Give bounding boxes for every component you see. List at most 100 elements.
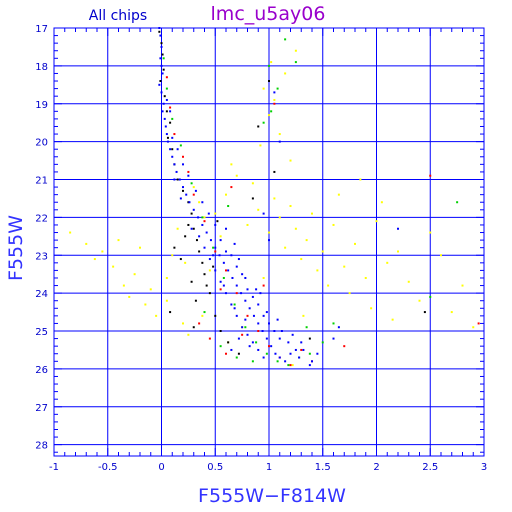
- data-point: [337, 326, 340, 329]
- data-point: [212, 246, 215, 249]
- data-point: [294, 348, 297, 351]
- data-point: [268, 239, 270, 242]
- data-point: [456, 201, 459, 204]
- data-point: [364, 276, 367, 279]
- data-point: [268, 231, 270, 234]
- data-point: [165, 76, 168, 79]
- x-tick-labels: -1 -0.5 0 0.5 1 1.5 2 2.5 3: [49, 462, 487, 473]
- data-point: [198, 322, 201, 325]
- data-point: [278, 356, 281, 359]
- data-point: [308, 337, 311, 340]
- data-point: [178, 178, 181, 181]
- data-point: [244, 318, 247, 321]
- data-point: [197, 216, 200, 219]
- data-point: [308, 352, 311, 355]
- data-point: [230, 163, 233, 166]
- data-point: [207, 212, 210, 215]
- data-point: [251, 182, 254, 185]
- y-tick-label: 18: [35, 62, 48, 73]
- data-point: [192, 227, 195, 230]
- data-point: [171, 148, 174, 151]
- data-point: [251, 341, 254, 344]
- data-point: [169, 148, 172, 151]
- data-point: [171, 254, 174, 257]
- data-point: [165, 299, 168, 302]
- data-point: [278, 337, 281, 340]
- data-point: [182, 322, 184, 325]
- x-tick-label: 1.5: [315, 462, 331, 473]
- data-point: [160, 42, 163, 45]
- data-point: [179, 197, 182, 200]
- data-point: [251, 197, 254, 200]
- data-point: [268, 322, 270, 325]
- data-point: [354, 242, 356, 245]
- data-point: [273, 330, 276, 333]
- data-point: [237, 352, 240, 355]
- data-point: [265, 311, 268, 314]
- data-point: [418, 299, 421, 302]
- data-point: [219, 239, 222, 242]
- data-point: [173, 163, 176, 166]
- data-point: [212, 265, 215, 268]
- data-point: [162, 68, 165, 71]
- data-point: [225, 352, 227, 355]
- data-point: [165, 276, 168, 279]
- data-point: [289, 364, 292, 367]
- data-point: [112, 265, 115, 268]
- data-point: [222, 261, 225, 264]
- data-point: [287, 364, 290, 367]
- data-point: [166, 140, 169, 143]
- data-point: [139, 246, 141, 249]
- data-point: [251, 360, 254, 363]
- data-point: [203, 246, 206, 249]
- data-point: [175, 170, 178, 173]
- data-point: [257, 125, 260, 128]
- data-point: [305, 326, 308, 329]
- data-point: [276, 318, 279, 321]
- x-tick-label: 1: [266, 462, 272, 473]
- data-point: [169, 106, 172, 109]
- data-point: [182, 186, 184, 189]
- data-point: [192, 208, 195, 211]
- data-point: [205, 231, 208, 234]
- data-point: [214, 250, 217, 253]
- data-point: [192, 186, 195, 189]
- data-point: [165, 98, 168, 101]
- data-point: [289, 352, 292, 355]
- data-point: [128, 295, 131, 298]
- x-tick-label: -0.5: [98, 462, 118, 473]
- data-point: [182, 163, 184, 166]
- data-point: [300, 258, 303, 261]
- data-point: [93, 258, 96, 261]
- data-point: [332, 322, 335, 325]
- data-point: [294, 227, 297, 230]
- data-point: [160, 64, 163, 67]
- data-point: [201, 261, 204, 264]
- data-point: [179, 144, 182, 147]
- data-point: [161, 53, 164, 56]
- data-point: [203, 273, 206, 276]
- data-point: [262, 284, 265, 287]
- data-point: [190, 182, 193, 185]
- data-point: [194, 189, 197, 192]
- data-point: [171, 155, 174, 158]
- data-point: [225, 193, 227, 196]
- data-point: [397, 227, 399, 230]
- data-point: [209, 239, 212, 242]
- data-point: [149, 288, 152, 291]
- data-point: [251, 295, 254, 298]
- data-point: [257, 330, 260, 333]
- data-point: [192, 193, 195, 196]
- data-point: [262, 212, 265, 215]
- data-point: [343, 265, 346, 268]
- data-point: [477, 322, 480, 325]
- data-point: [190, 280, 193, 283]
- data-point: [302, 314, 305, 317]
- y-tick-label: 28: [35, 441, 48, 452]
- data-point: [262, 121, 265, 124]
- data-point: [231, 276, 234, 279]
- data-point: [187, 333, 190, 336]
- data-point: [278, 216, 281, 219]
- data-point: [218, 254, 221, 257]
- data-point: [241, 333, 244, 336]
